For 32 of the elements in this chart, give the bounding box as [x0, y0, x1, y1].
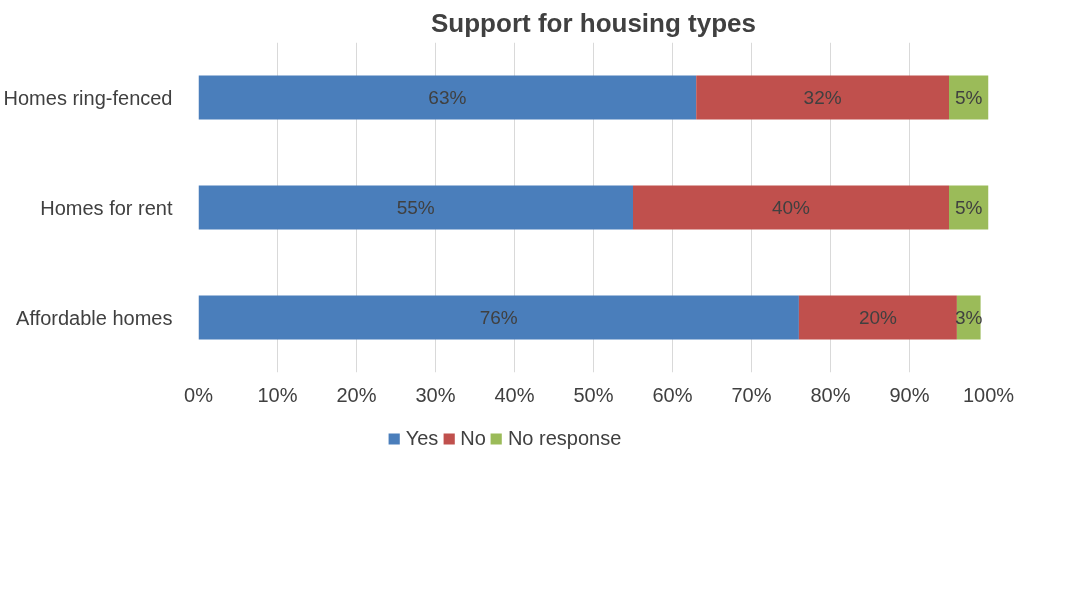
bar [198, 295, 799, 340]
data-label: 63% [428, 87, 467, 108]
data-label: 20% [858, 307, 898, 328]
x-tick-label: 10% [257, 383, 298, 406]
y-tick-label: Homes for rent [40, 196, 173, 219]
data-label: 5% [955, 197, 983, 218]
y-tick-label: Homes ring-fenced [3, 86, 173, 109]
x-tick-label: 90% [889, 383, 930, 406]
chart-title: Support for housing types [431, 7, 757, 38]
y-tick-label: Affordable homes [16, 306, 173, 329]
x-tick-label: 0% [184, 383, 214, 406]
bar [633, 185, 949, 230]
x-tick-label: 30% [415, 383, 456, 406]
x-tick-label: 50% [573, 383, 614, 406]
bar [696, 75, 949, 120]
bar [198, 75, 697, 120]
legend-label: No response [507, 426, 622, 450]
data-label: 32% [803, 87, 842, 108]
bar [198, 185, 633, 230]
data-label: 55% [396, 197, 435, 218]
x-tick-label: 20% [336, 383, 377, 406]
x-tick-label: 80% [810, 383, 851, 406]
x-tick-label: 60% [652, 383, 693, 406]
x-tick-label: 40% [494, 383, 535, 406]
x-tick-label: 100% [962, 383, 1015, 406]
legend-label: No [460, 426, 486, 450]
data-label: 5% [955, 87, 983, 108]
bar [798, 295, 957, 340]
x-tick-label: 70% [731, 383, 772, 406]
data-label: 76% [479, 307, 518, 328]
data-label: 40% [771, 197, 811, 218]
legend-label: Yes [405, 426, 439, 450]
